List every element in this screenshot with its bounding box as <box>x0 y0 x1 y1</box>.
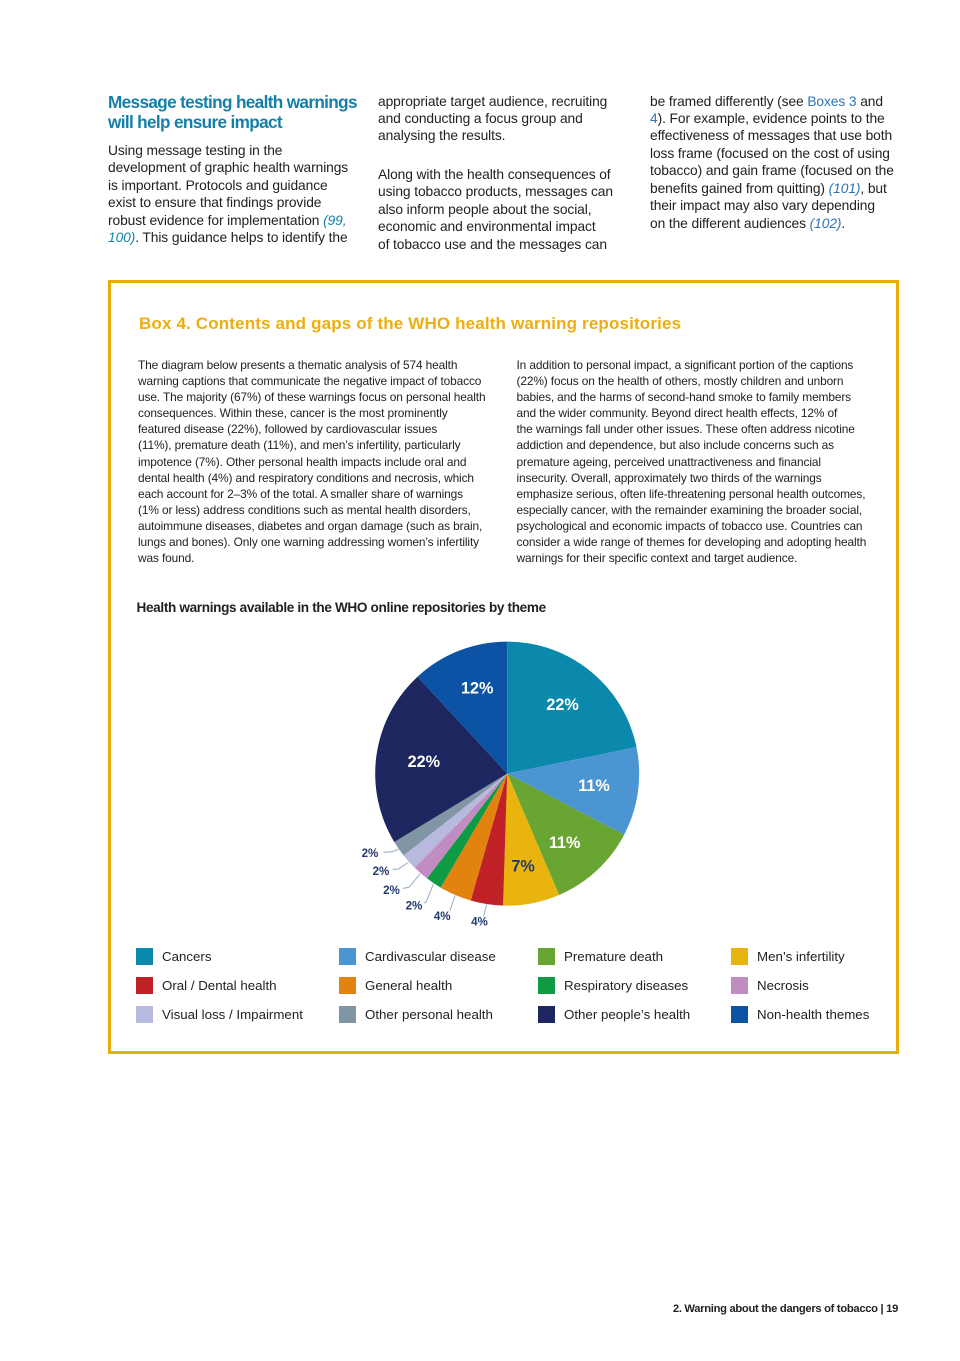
svg-text:4%: 4% <box>434 910 451 923</box>
svg-text:11%: 11% <box>578 777 610 795</box>
svg-text:22%: 22% <box>546 696 578 714</box>
svg-text:2%: 2% <box>373 865 390 878</box>
svg-text:4%: 4% <box>471 916 488 929</box>
svg-text:22%: 22% <box>408 753 440 771</box>
svg-text:7%: 7% <box>511 858 534 876</box>
svg-text:11%: 11% <box>549 834 581 852</box>
svg-text:2%: 2% <box>362 847 379 860</box>
svg-text:2%: 2% <box>406 900 423 913</box>
svg-text:12%: 12% <box>461 680 493 698</box>
svg-text:2%: 2% <box>383 884 400 897</box>
